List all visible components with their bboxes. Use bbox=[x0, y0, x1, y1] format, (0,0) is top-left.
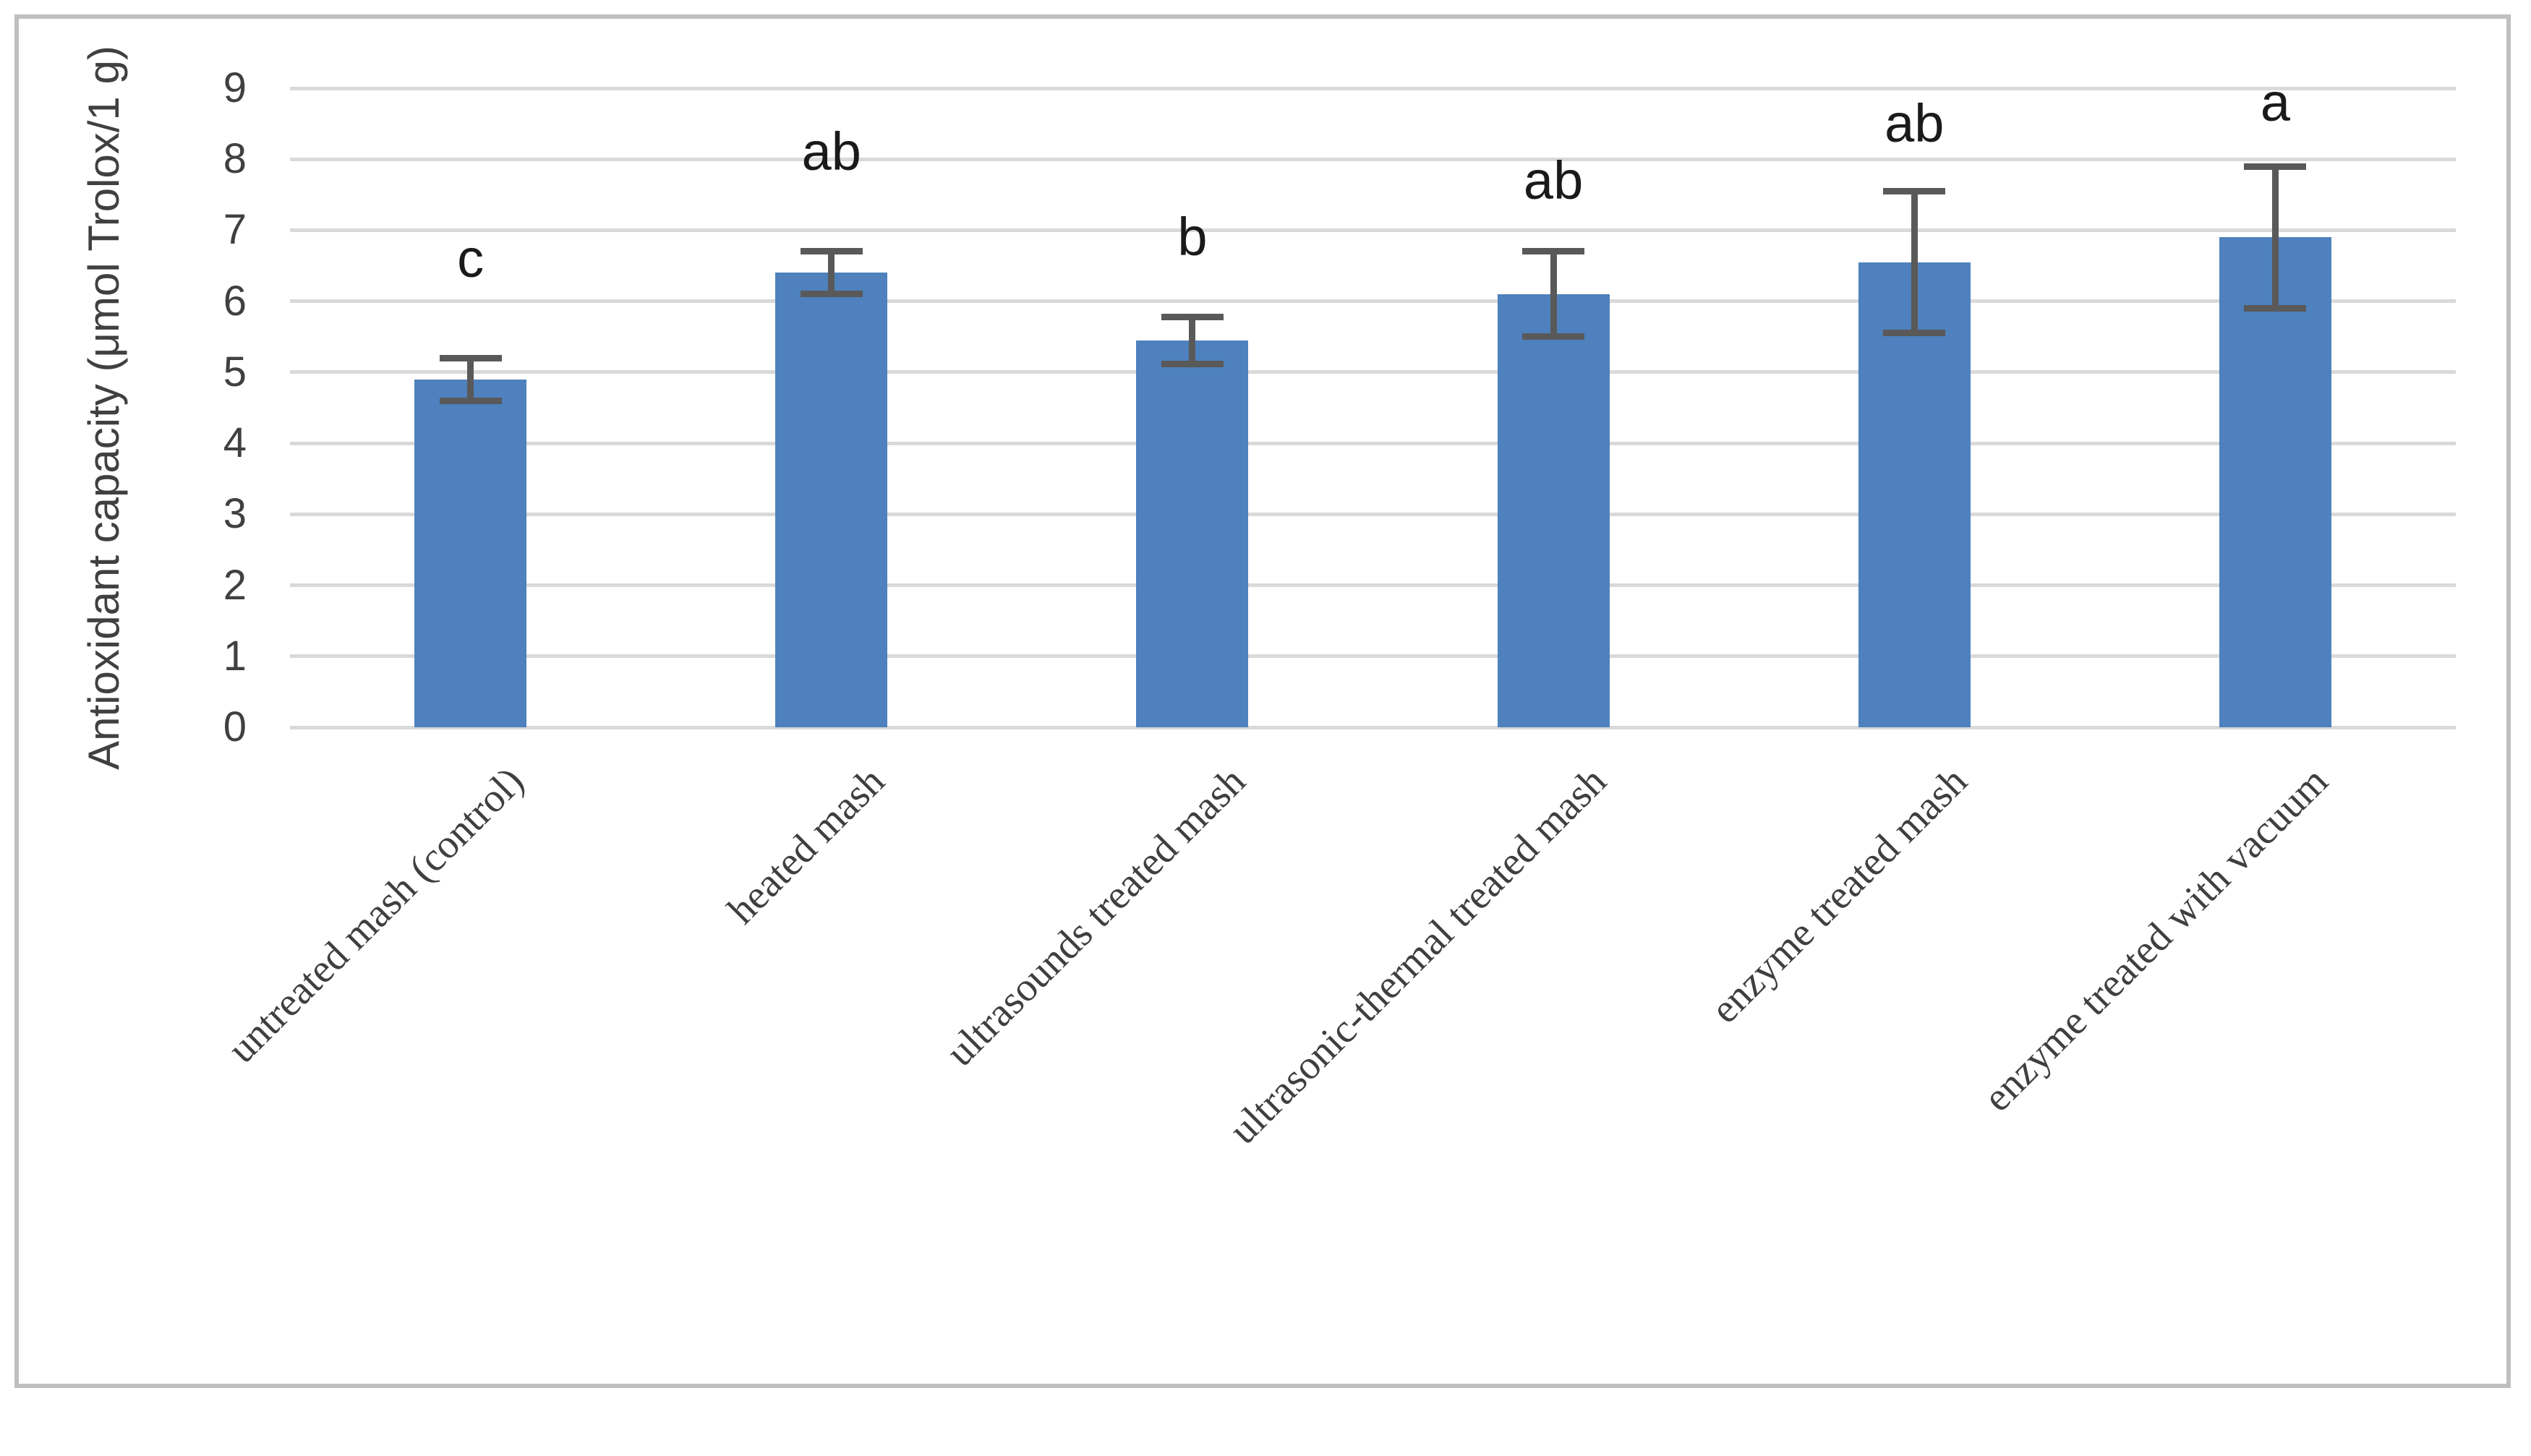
error-bar-stem bbox=[828, 251, 835, 294]
error-bar-cap bbox=[800, 291, 863, 298]
x-category-label: heated mash bbox=[719, 758, 894, 933]
significance-letter: ab bbox=[1523, 150, 1584, 210]
bar bbox=[1497, 294, 1610, 727]
y-tick-label: 1 bbox=[223, 632, 247, 680]
chart-figure: Antioxidant capacity (μmol Trolox/1 g) 0… bbox=[14, 14, 2511, 1388]
gridline bbox=[290, 157, 2456, 161]
error-bar-stem bbox=[467, 358, 474, 401]
error-bar-cap bbox=[1161, 313, 1224, 320]
gridline bbox=[290, 725, 2456, 729]
gridline bbox=[290, 228, 2456, 232]
significance-letter: c bbox=[457, 228, 485, 288]
bar bbox=[1136, 340, 1249, 727]
bar bbox=[2219, 237, 2331, 727]
bar bbox=[414, 379, 527, 727]
significance-letter: ab bbox=[1885, 93, 1945, 154]
significance-letter: a bbox=[2260, 72, 2290, 132]
gridline bbox=[290, 86, 2456, 90]
gridline bbox=[290, 441, 2456, 445]
x-category-label: enzyme treated with vacuum bbox=[1975, 758, 2337, 1121]
y-tick-label: 0 bbox=[223, 703, 247, 750]
x-category-label: enzyme treated mash bbox=[1702, 758, 1976, 1032]
error-bar-cap bbox=[2244, 304, 2307, 312]
error-bar-cap bbox=[1522, 333, 1585, 341]
gridline bbox=[290, 512, 2456, 516]
y-tick-label: 3 bbox=[223, 490, 247, 538]
gridline bbox=[290, 583, 2456, 588]
y-tick-label: 2 bbox=[223, 561, 247, 609]
error-bar-stem bbox=[2271, 166, 2279, 309]
error-bar-stem bbox=[1189, 317, 1196, 364]
error-bar-cap bbox=[1161, 360, 1224, 367]
error-bar-cap bbox=[1883, 187, 1946, 194]
error-bar-cap bbox=[2244, 163, 2307, 170]
y-tick-label: 7 bbox=[223, 206, 247, 254]
gridline bbox=[290, 654, 2456, 659]
error-bar-cap bbox=[1883, 330, 1946, 337]
x-category-label: ultrasounds treated mash bbox=[937, 758, 1255, 1075]
y-tick-label: 5 bbox=[223, 348, 247, 395]
significance-letter: b bbox=[1177, 207, 1208, 267]
error-bar-cap bbox=[439, 354, 502, 361]
gridline bbox=[290, 370, 2456, 374]
bar bbox=[775, 273, 888, 727]
plot-area: Antioxidant capacity (μmol Trolox/1 g) 0… bbox=[19, 19, 2506, 1384]
x-category-label: ultrasonic-thermal treated mash bbox=[1221, 758, 1616, 1153]
y-tick-label: 8 bbox=[223, 135, 247, 183]
y-axis-title: Antioxidant capacity (μmol Trolox/1 g) bbox=[80, 46, 128, 770]
error-bar-stem bbox=[1911, 191, 1918, 333]
error-bar-cap bbox=[1522, 248, 1585, 255]
error-bar-cap bbox=[439, 397, 502, 404]
bar bbox=[1858, 262, 1971, 727]
error-bar-stem bbox=[1550, 251, 1557, 337]
gridline bbox=[290, 299, 2456, 304]
y-tick-label: 9 bbox=[223, 64, 247, 111]
error-bar-cap bbox=[800, 248, 863, 255]
y-tick-label: 4 bbox=[223, 419, 247, 467]
y-tick-label: 6 bbox=[223, 277, 247, 325]
significance-letter: ab bbox=[801, 121, 861, 182]
